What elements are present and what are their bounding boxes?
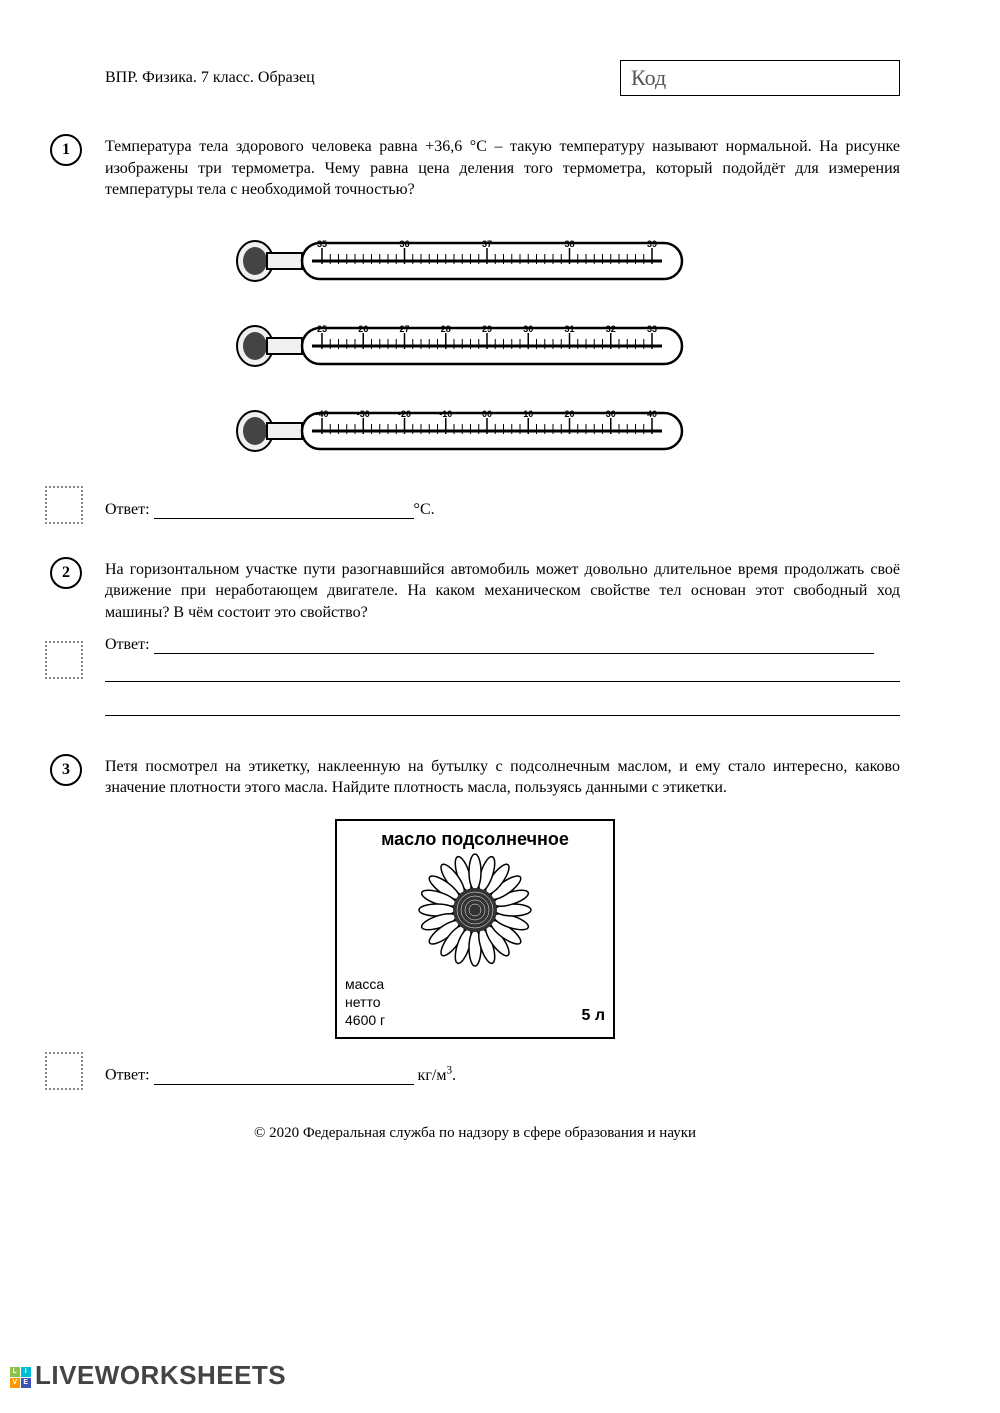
svg-text:37: 37 — [482, 239, 492, 249]
code-input-box[interactable]: Код — [620, 60, 900, 96]
page-header: ВПР. Физика. 7 класс. Образец Код — [50, 60, 900, 96]
svg-text:36: 36 — [399, 239, 409, 249]
svg-text:39: 39 — [647, 239, 657, 249]
svg-text:20: 20 — [564, 409, 574, 419]
copyright-text: © 2020 Федеральная служба по надзору в с… — [50, 1125, 900, 1142]
svg-text:32: 32 — [606, 324, 616, 334]
answer-unit-1: °C. — [414, 501, 435, 518]
question-text-2: На горизонтальном участке пути разогнавш… — [105, 559, 900, 624]
svg-text:27: 27 — [399, 324, 409, 334]
thermometers-figure: 35 36 37 38 39 25 26 27 28 29 30 31 32 33 -40 -30 -20 -10… — [50, 216, 900, 481]
svg-text:28: 28 — [441, 324, 451, 334]
svg-text:-30: -30 — [357, 409, 370, 419]
svg-text:29: 29 — [482, 324, 492, 334]
brand-name: LIVEWORKSHEETS — [35, 1360, 286, 1391]
oil-volume: 5 л — [581, 1007, 605, 1029]
answer-row-1: Ответ: °C. — [105, 501, 900, 519]
score-box-3[interactable] — [45, 1052, 83, 1090]
answer-blank-2b[interactable] — [105, 654, 900, 682]
svg-text:38: 38 — [564, 239, 574, 249]
answer-blank-3[interactable] — [154, 1067, 414, 1085]
svg-text:10: 10 — [523, 409, 533, 419]
svg-text:-20: -20 — [398, 409, 411, 419]
question-text-1: Температура тела здорового человека равн… — [105, 136, 900, 201]
svg-text:-40: -40 — [315, 409, 328, 419]
answer-label-2: Ответ: — [105, 636, 154, 653]
svg-text:30: 30 — [523, 324, 533, 334]
sunflower-icon — [415, 850, 535, 970]
answer-row-3: Ответ: кг/м3. — [105, 1064, 900, 1084]
answer-unit-3: кг/м3. — [418, 1067, 457, 1084]
brand-footer: LIVE LIVEWORKSHEETS — [0, 1340, 1000, 1411]
svg-text:35: 35 — [317, 239, 327, 249]
answer-blank-1[interactable] — [154, 501, 414, 519]
svg-text:-10: -10 — [439, 409, 452, 419]
answer-label-3: Ответ: — [105, 1067, 154, 1084]
oil-title: масло подсолнечное — [345, 829, 605, 850]
score-box-1[interactable] — [45, 486, 83, 524]
svg-text:26: 26 — [358, 324, 368, 334]
question-3: 3 Петя посмотрел на этикетку, наклеенную… — [50, 756, 900, 1085]
svg-text:31: 31 — [564, 324, 574, 334]
oil-mass-label: масса — [345, 975, 581, 993]
oil-mass-value: 4600 г — [345, 1011, 581, 1029]
question-text-3: Петя посмотрел на этикетку, наклеенную н… — [105, 756, 900, 799]
svg-text:30: 30 — [606, 409, 616, 419]
score-box-2[interactable] — [45, 641, 83, 679]
question-2: 2 На горизонтальном участке пути разогна… — [50, 559, 900, 716]
brand-logo-icon: LIVE — [10, 1367, 31, 1388]
answer-label-1: Ответ: — [105, 501, 154, 518]
svg-text:33: 33 — [647, 324, 657, 334]
question-number-2: 2 — [50, 557, 82, 589]
svg-text:40: 40 — [647, 409, 657, 419]
svg-text:25: 25 — [317, 324, 327, 334]
oil-netto-label: нетто — [345, 993, 581, 1011]
header-title: ВПР. Физика. 7 класс. Образец — [50, 69, 620, 87]
answer-blank-2c[interactable] — [105, 688, 900, 716]
question-1: 1 Температура тела здорового человека ра… — [50, 136, 900, 519]
answer-blank-2a[interactable] — [154, 636, 874, 654]
svg-text:00: 00 — [482, 409, 492, 419]
question-number-3: 3 — [50, 754, 82, 786]
oil-label-box: масло подсолнечное масса нетто 4600 г 5 … — [335, 819, 615, 1040]
question-number-1: 1 — [50, 134, 82, 166]
answer-row-2: Ответ: — [105, 636, 900, 654]
